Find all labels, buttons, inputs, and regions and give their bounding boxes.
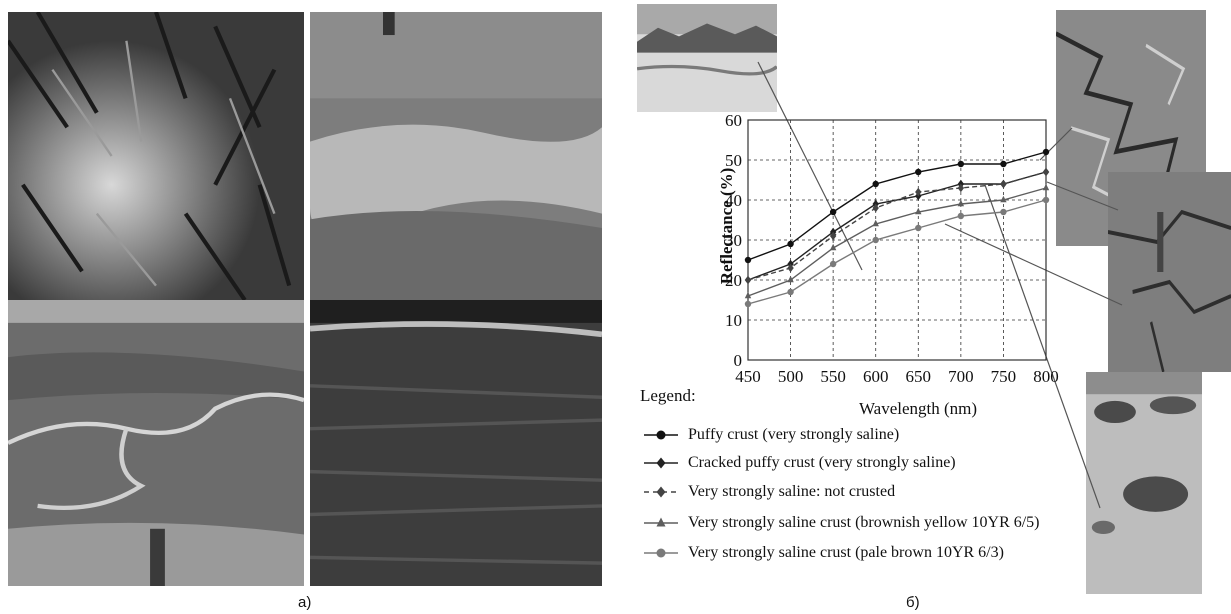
data-point-brownish xyxy=(872,219,879,227)
chart-tick-labels: 450 500 550 600 650 700 750 800 0 10 20 30 40 50 60 xyxy=(725,111,1059,386)
legend-swatch-marker xyxy=(656,517,666,527)
legend-item-puffy: Puffy crust (very strongly saline) xyxy=(640,424,899,446)
data-point-pale xyxy=(872,236,879,244)
leader-line-brownish xyxy=(944,223,1123,306)
x-tick-label: 700 xyxy=(948,367,974,386)
x-tick-label: 600 xyxy=(863,367,889,386)
legend-item-pale: Very strongly saline crust (pale brown 1… xyxy=(640,542,1004,564)
legend-swatch-marker xyxy=(656,457,666,469)
series-line-puffy xyxy=(747,151,1047,261)
chart-series xyxy=(744,148,1050,308)
leader-line-pale xyxy=(984,184,1101,509)
leader-line-cracked xyxy=(1046,181,1119,211)
series-puffy xyxy=(744,148,1050,264)
y-axis-label: Reflectance (%) xyxy=(717,168,736,285)
photo-saline-stream xyxy=(8,300,304,586)
data-point-puffy xyxy=(829,208,837,216)
legend-swatch-pale xyxy=(644,548,678,558)
legend-swatch-brownish xyxy=(644,517,678,527)
x-tick-label: 450 xyxy=(735,367,761,386)
data-point-pale xyxy=(787,288,794,296)
data-point-puffy xyxy=(744,256,752,264)
photo-crust-with-shrubs xyxy=(1086,372,1202,594)
x-tick-label: 800 xyxy=(1033,367,1059,386)
legend-label: Puffy crust (very strongly saline) xyxy=(688,426,900,443)
legend-swatch-not_crusted xyxy=(644,486,678,498)
y-tick-label: 40 xyxy=(725,191,742,210)
data-point-puffy xyxy=(872,180,879,188)
data-point-brownish xyxy=(957,199,965,207)
data-point-puffy xyxy=(787,240,794,248)
x-axis-label: Wavelength (nm) xyxy=(859,399,977,418)
data-point-not_crusted xyxy=(1000,179,1007,189)
data-point-brownish xyxy=(915,207,922,215)
data-point-brownish xyxy=(1000,195,1007,203)
series-brownish xyxy=(744,183,1050,299)
legend-label: Cracked puffy crust (very strongly salin… xyxy=(688,454,956,471)
legend-swatch-marker xyxy=(656,548,666,558)
chart-grid xyxy=(747,119,1047,361)
y-tick-label: 60 xyxy=(725,111,742,130)
x-tick-label: 500 xyxy=(778,367,804,386)
legend-swatch-marker xyxy=(656,430,666,440)
data-point-pale xyxy=(829,260,837,268)
y-tick-label: 20 xyxy=(725,271,742,290)
legend-label: Very strongly saline crust (brownish yel… xyxy=(688,514,1040,531)
legend-label: Very strongly saline crust (pale brown 1… xyxy=(688,544,1004,561)
data-point-puffy xyxy=(1042,148,1050,156)
data-point-pale xyxy=(744,300,752,308)
panel-label-a: a) xyxy=(298,594,312,611)
data-point-pale xyxy=(1000,208,1007,216)
data-point-brownish xyxy=(1042,183,1050,191)
photo-saline-vegetation xyxy=(8,12,304,300)
data-point-not_crusted xyxy=(744,275,752,285)
legend-swatch-cracked xyxy=(644,457,678,469)
y-tick-label: 10 xyxy=(725,311,742,330)
series-line-brownish xyxy=(747,187,1047,297)
y-tick-label: 0 xyxy=(734,351,743,370)
series-line-not_crusted xyxy=(747,171,1047,281)
series-line-pale xyxy=(747,199,1047,305)
data-point-brownish xyxy=(829,243,837,251)
photo-saline-lake-landscape xyxy=(637,4,777,112)
x-tick-label: 650 xyxy=(906,367,932,386)
reflectance-chart: 450 500 550 600 650 700 750 800 0 10 20 30 40 50 60 Wa… xyxy=(717,111,1059,418)
x-tick-label: 550 xyxy=(820,367,846,386)
panel-label-b: б) xyxy=(906,594,920,611)
legend-item-brownish: Very strongly saline crust (brownish yel… xyxy=(640,512,1040,534)
leader-line-landscape xyxy=(757,61,863,271)
legend-item-cracked: Cracked puffy crust (very strongly salin… xyxy=(640,452,956,474)
data-point-puffy xyxy=(915,168,922,176)
photo-dark-salt-marsh xyxy=(310,300,602,586)
photo-cracked-crust xyxy=(1108,172,1231,372)
data-point-brownish xyxy=(744,291,752,299)
legend-swatch-marker xyxy=(656,486,666,498)
data-point-brownish xyxy=(787,275,794,283)
legend-title: Legend: xyxy=(640,386,696,405)
data-point-puffy xyxy=(1000,160,1007,168)
y-tick-label: 50 xyxy=(725,151,742,170)
data-point-pale xyxy=(1042,196,1050,204)
series-pale xyxy=(744,196,1050,308)
data-point-pale xyxy=(957,212,965,220)
data-point-pale xyxy=(915,224,922,232)
legend-item-not_crusted: Very strongly saline: not crusted xyxy=(640,481,895,503)
x-tick-label: 750 xyxy=(991,367,1017,386)
data-point-not_crusted xyxy=(1042,167,1050,177)
legend-swatch-puffy xyxy=(644,430,678,440)
photo-salt-flat-grass xyxy=(310,12,602,300)
data-point-not_crusted xyxy=(787,263,794,273)
legend-label: Very strongly saline: not crusted xyxy=(688,483,896,500)
y-tick-label: 30 xyxy=(725,231,742,250)
data-point-puffy xyxy=(957,160,965,168)
